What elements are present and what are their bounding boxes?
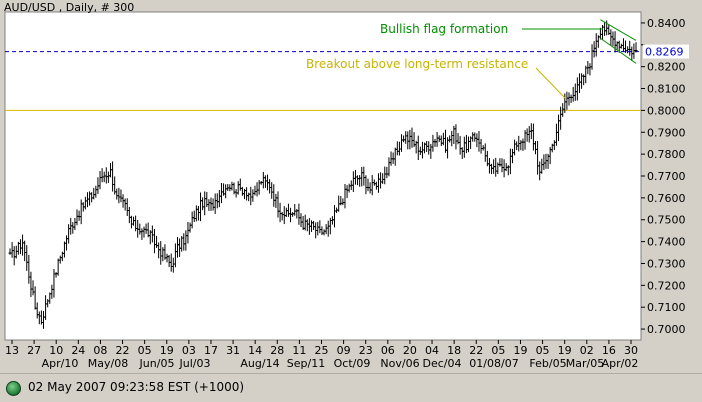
x-day-label: 24 [71, 344, 85, 357]
y-tick-label: 0.8200 [647, 61, 686, 74]
x-day-label: 23 [359, 344, 373, 357]
x-day-label: 18 [447, 344, 461, 357]
plot-area [4, 11, 642, 341]
x-month-label: May/08 [88, 357, 128, 370]
x-day-label: 20 [403, 344, 417, 357]
x-day-label: 04 [425, 344, 439, 357]
x-day-label: 11 [292, 344, 306, 357]
y-tick-label: 0.7400 [647, 236, 686, 249]
status-indicator-icon [6, 381, 21, 396]
x-month-label: Mar/05 [566, 357, 604, 370]
y-tick-label: 0.7000 [647, 323, 686, 336]
x-month-label: Feb/05 [529, 357, 566, 370]
x-day-label: 05 [491, 344, 505, 357]
x-day-label: 19 [513, 344, 527, 357]
y-tick-label: 0.7800 [647, 148, 686, 161]
flag-upper-line [600, 19, 637, 41]
x-day-label: 27 [27, 344, 41, 357]
flag-lower-line [600, 37, 637, 64]
x-day-label: 08 [93, 344, 107, 357]
status-timestamp: 02 May 2007 09:23:58 EST (+1000) [28, 380, 245, 394]
y-tick-label: 0.7200 [647, 279, 686, 292]
x-month-label: Jun/05 [139, 357, 175, 370]
x-day-label: 28 [270, 344, 284, 357]
y-tick-label: 0.8000 [647, 104, 686, 117]
price-tag-bg [643, 44, 689, 59]
chart-title: AUD/USD , Daily, # 300 [4, 1, 134, 14]
x-day-label: 05 [536, 344, 550, 357]
x-day-label: 03 [182, 344, 196, 357]
x-day-label: 19 [558, 344, 572, 357]
y-tick-label: 0.8100 [647, 83, 686, 96]
x-day-label: 02 [580, 344, 594, 357]
x-day-label: 13 [5, 344, 19, 357]
x-day-label: 22 [116, 344, 130, 357]
y-tick-label: 0.7300 [647, 257, 686, 270]
x-month-label: 01/08/07 [469, 357, 518, 370]
chart-area: AUD/USD , Daily, # 300 0.8400 0.8200 0.8100… [4, 1, 689, 370]
x-month-label: Apr/10 [42, 357, 79, 370]
x-month-label: Apr/02 [602, 357, 639, 370]
x-day-label: 17 [204, 344, 218, 357]
x-month-label: Dec/04 [423, 357, 462, 370]
ohlc-bars [8, 20, 638, 329]
x-day-label: 30 [624, 344, 638, 357]
y-tick-label: 0.7100 [647, 301, 686, 314]
x-day-label: 10 [49, 344, 63, 357]
x-day-label: 31 [226, 344, 240, 357]
x-month-label: Jul/03 [179, 357, 211, 370]
x-month-label: Aug/14 [240, 357, 279, 370]
status-bar: 02 May 2007 09:23:58 EST (+1000) [0, 373, 702, 402]
x-month-label: Nov/06 [380, 357, 419, 370]
y-tick-label: 0.7600 [647, 192, 686, 205]
annotation-flag: Bullish flag formation [380, 22, 508, 36]
x-month-label: Sep/11 [287, 357, 325, 370]
annotation-breakout-pointer [535, 67, 566, 99]
y-tick-label: 0.7900 [647, 126, 686, 139]
x-day-label: 22 [469, 344, 483, 357]
x-day-label: 05 [138, 344, 152, 357]
x-day-label: 19 [160, 344, 174, 357]
x-month-label: Oct/09 [334, 357, 371, 370]
y-tick-label: 0.7700 [647, 170, 686, 183]
y-tick-label: 0.7500 [647, 214, 686, 227]
x-day-label: 16 [602, 344, 616, 357]
price-tag-label: 0.8269 [645, 46, 684, 59]
annotation-breakout: Breakout above long-term resistance [306, 57, 528, 71]
x-day-label: 14 [248, 344, 262, 357]
chart-svg: AUD/USD , Daily, # 300 0.8400 0.8200 0.8100… [4, 1, 689, 370]
x-day-label: 25 [315, 344, 329, 357]
x-day-label: 06 [381, 344, 395, 357]
y-tick-label: 0.8400 [647, 17, 686, 30]
x-day-label: 09 [337, 344, 351, 357]
